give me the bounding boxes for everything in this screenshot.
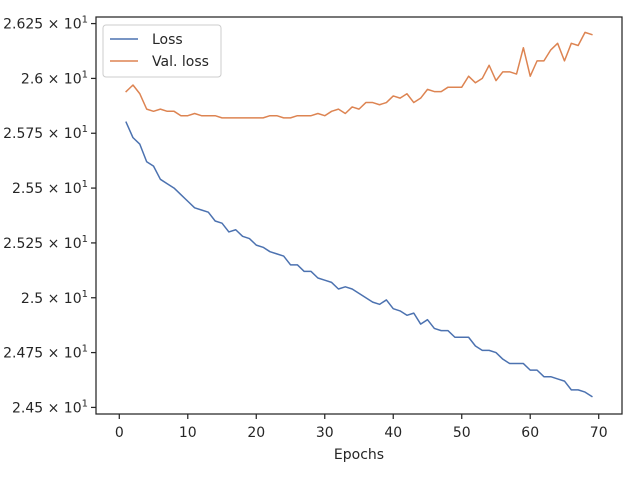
x-tick-label: 20 <box>247 425 265 441</box>
x-tick-label: 30 <box>316 425 334 441</box>
x-tick-label: 0 <box>115 425 124 441</box>
x-tick-label: 50 <box>453 425 471 441</box>
x-tick-label: 60 <box>521 425 539 441</box>
y-axis-ticks: 2.45 × 101 2.475 × 101 2.5 × 101 2.525 × 10… <box>3 15 96 416</box>
y-tick-label: 2.525 × 101 <box>3 234 88 252</box>
y-tick-label: 2.475 × 101 <box>3 344 88 362</box>
legend: Loss Val. loss <box>102 24 222 78</box>
series-lines <box>125 31 593 398</box>
y-tick-label: 2.6 × 101 <box>21 69 88 87</box>
y-tick-label: 2.575 × 101 <box>3 124 88 142</box>
y-tick-label: 2.625 × 101 <box>3 15 88 33</box>
legend-box <box>102 24 222 78</box>
y-tick-label: 2.45 × 101 <box>12 398 88 416</box>
x-axis-ticks: 0 10 20 30 40 50 60 70 <box>115 414 608 441</box>
plot-frame <box>95 16 623 415</box>
series-line-1 <box>125 31 593 119</box>
x-tick-label: 40 <box>384 425 402 441</box>
x-axis-label: Epochs <box>334 447 384 463</box>
x-tick-label: 10 <box>179 425 197 441</box>
y-tick-label: 2.5 × 101 <box>21 289 88 307</box>
plot-background <box>96 17 622 414</box>
series-line-0 <box>125 121 593 398</box>
legend-label-val-loss: Val. loss <box>152 54 209 70</box>
y-tick-label: 2.55 × 101 <box>12 179 88 197</box>
x-tick-label: 70 <box>590 425 608 441</box>
legend-label-loss: Loss <box>152 32 183 48</box>
